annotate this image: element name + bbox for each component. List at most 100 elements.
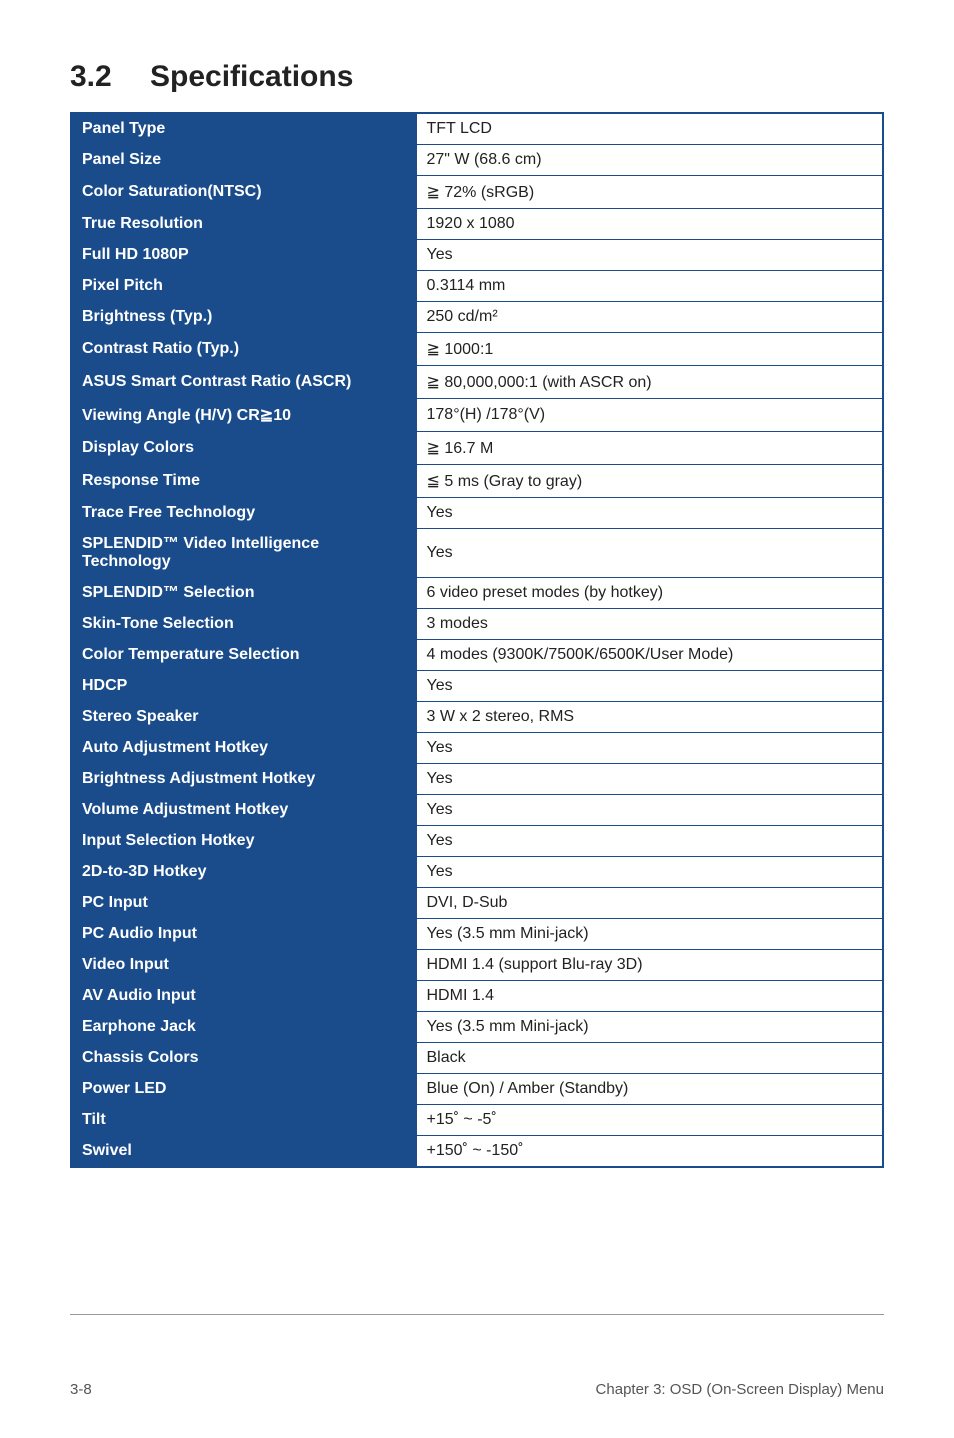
spec-value: ≦ 5 ms (Gray to gray) [416, 465, 883, 498]
table-row: Earphone JackYes (3.5 mm Mini-jack) [71, 1012, 883, 1043]
spec-label: HDCP [71, 671, 416, 702]
table-row: Video InputHDMI 1.4 (support Blu-ray 3D) [71, 950, 883, 981]
spec-label: Input Selection Hotkey [71, 826, 416, 857]
table-row: SPLENDID™ Video Intelligence TechnologyY… [71, 529, 883, 578]
spec-value: ≧ 80,000,000:1 (with ASCR on) [416, 366, 883, 399]
spec-value: Yes [416, 498, 883, 529]
table-row: Chassis ColorsBlack [71, 1043, 883, 1074]
spec-label: Contrast Ratio (Typ.) [71, 333, 416, 366]
table-row: PC InputDVI, D-Sub [71, 888, 883, 919]
spec-value: 0.3114 mm [416, 271, 883, 302]
spec-label: Chassis Colors [71, 1043, 416, 1074]
spec-label: Swivel [71, 1136, 416, 1168]
spec-value: HDMI 1.4 [416, 981, 883, 1012]
table-row: Viewing Angle (H/V) CR≧10178°(H) /178°(V… [71, 399, 883, 432]
spec-value: 3 W x 2 stereo, RMS [416, 702, 883, 733]
spec-label: Video Input [71, 950, 416, 981]
section-title: Specifications [150, 60, 353, 93]
spec-value: TFT LCD [416, 113, 883, 145]
spec-value: +15˚ ~ -5˚ [416, 1105, 883, 1136]
table-row: Full HD 1080PYes [71, 240, 883, 271]
table-row: Brightness Adjustment HotkeyYes [71, 764, 883, 795]
table-row: SPLENDID™ Selection6 video preset modes … [71, 578, 883, 609]
spec-label: Color Saturation(NTSC) [71, 176, 416, 209]
spec-value: Yes (3.5 mm Mini-jack) [416, 919, 883, 950]
spec-value: Black [416, 1043, 883, 1074]
spec-label: Earphone Jack [71, 1012, 416, 1043]
table-row: ASUS Smart Contrast Ratio (ASCR)≧ 80,000… [71, 366, 883, 399]
spec-value: +150˚ ~ -150˚ [416, 1136, 883, 1168]
section-heading: 3.2Specifications [70, 60, 884, 94]
spec-label: PC Audio Input [71, 919, 416, 950]
footer-chapter: Chapter 3: OSD (On-Screen Display) Menu [596, 1381, 884, 1398]
spec-label: Skin-Tone Selection [71, 609, 416, 640]
table-row: Power LEDBlue (On) / Amber (Standby) [71, 1074, 883, 1105]
table-row: Color Temperature Selection4 modes (9300… [71, 640, 883, 671]
table-row: Brightness (Typ.)250 cd/m² [71, 302, 883, 333]
table-row: HDCPYes [71, 671, 883, 702]
table-row: Tilt+15˚ ~ -5˚ [71, 1105, 883, 1136]
spec-value: HDMI 1.4 (support Blu-ray 3D) [416, 950, 883, 981]
spec-value: Yes [416, 857, 883, 888]
spec-value: Yes [416, 795, 883, 826]
spec-value: 250 cd/m² [416, 302, 883, 333]
spec-value: ≧ 16.7 M [416, 432, 883, 465]
spec-value: Yes (3.5 mm Mini-jack) [416, 1012, 883, 1043]
table-row: Input Selection HotkeyYes [71, 826, 883, 857]
spec-label: True Resolution [71, 209, 416, 240]
table-row: Auto Adjustment HotkeyYes [71, 733, 883, 764]
table-row: Stereo Speaker3 W x 2 stereo, RMS [71, 702, 883, 733]
spec-value: 3 modes [416, 609, 883, 640]
spec-label: PC Input [71, 888, 416, 919]
spec-value: DVI, D-Sub [416, 888, 883, 919]
spec-value: ≧ 72% (sRGB) [416, 176, 883, 209]
spec-value: Yes [416, 733, 883, 764]
table-row: AV Audio InputHDMI 1.4 [71, 981, 883, 1012]
spec-label: Color Temperature Selection [71, 640, 416, 671]
table-row: Panel TypeTFT LCD [71, 113, 883, 145]
specifications-table: Panel TypeTFT LCDPanel Size27" W (68.6 c… [70, 112, 884, 1168]
spec-label: Stereo Speaker [71, 702, 416, 733]
spec-value: 6 video preset modes (by hotkey) [416, 578, 883, 609]
spec-value: Blue (On) / Amber (Standby) [416, 1074, 883, 1105]
spec-label: Panel Type [71, 113, 416, 145]
table-row: Contrast Ratio (Typ.)≧ 1000:1 [71, 333, 883, 366]
footer-page-number: 3-8 [70, 1381, 92, 1398]
spec-label: Tilt [71, 1105, 416, 1136]
spec-label: 2D-to-3D Hotkey [71, 857, 416, 888]
spec-value: 4 modes (9300K/7500K/6500K/User Mode) [416, 640, 883, 671]
table-row: Volume Adjustment HotkeyYes [71, 795, 883, 826]
spec-value: 1920 x 1080 [416, 209, 883, 240]
table-row: PC Audio InputYes (3.5 mm Mini-jack) [71, 919, 883, 950]
table-row: Swivel+150˚ ~ -150˚ [71, 1136, 883, 1168]
spec-label: Pixel Pitch [71, 271, 416, 302]
spec-label: Panel Size [71, 145, 416, 176]
spec-label: Trace Free Technology [71, 498, 416, 529]
table-row: Color Saturation(NTSC)≧ 72% (sRGB) [71, 176, 883, 209]
spec-value: Yes [416, 826, 883, 857]
table-row: 2D-to-3D HotkeyYes [71, 857, 883, 888]
spec-label: Power LED [71, 1074, 416, 1105]
table-row: True Resolution1920 x 1080 [71, 209, 883, 240]
spec-value: Yes [416, 240, 883, 271]
spec-label: SPLENDID™ Video Intelligence Technology [71, 529, 416, 578]
spec-label: Volume Adjustment Hotkey [71, 795, 416, 826]
spec-value: Yes [416, 764, 883, 795]
spec-label: Display Colors [71, 432, 416, 465]
spec-label: AV Audio Input [71, 981, 416, 1012]
table-row: Response Time≦ 5 ms (Gray to gray) [71, 465, 883, 498]
page-footer: 3-8 Chapter 3: OSD (On-Screen Display) M… [70, 1314, 884, 1398]
spec-label: Brightness Adjustment Hotkey [71, 764, 416, 795]
spec-label: Auto Adjustment Hotkey [71, 733, 416, 764]
section-number: 3.2 [70, 60, 150, 94]
spec-value: 27" W (68.6 cm) [416, 145, 883, 176]
table-row: Pixel Pitch0.3114 mm [71, 271, 883, 302]
spec-label: Response Time [71, 465, 416, 498]
spec-label: Brightness (Typ.) [71, 302, 416, 333]
spec-label: SPLENDID™ Selection [71, 578, 416, 609]
table-row: Panel Size27" W (68.6 cm) [71, 145, 883, 176]
spec-label: ASUS Smart Contrast Ratio (ASCR) [71, 366, 416, 399]
spec-label: Full HD 1080P [71, 240, 416, 271]
spec-value: 178°(H) /178°(V) [416, 399, 883, 432]
spec-label: Viewing Angle (H/V) CR≧10 [71, 399, 416, 432]
